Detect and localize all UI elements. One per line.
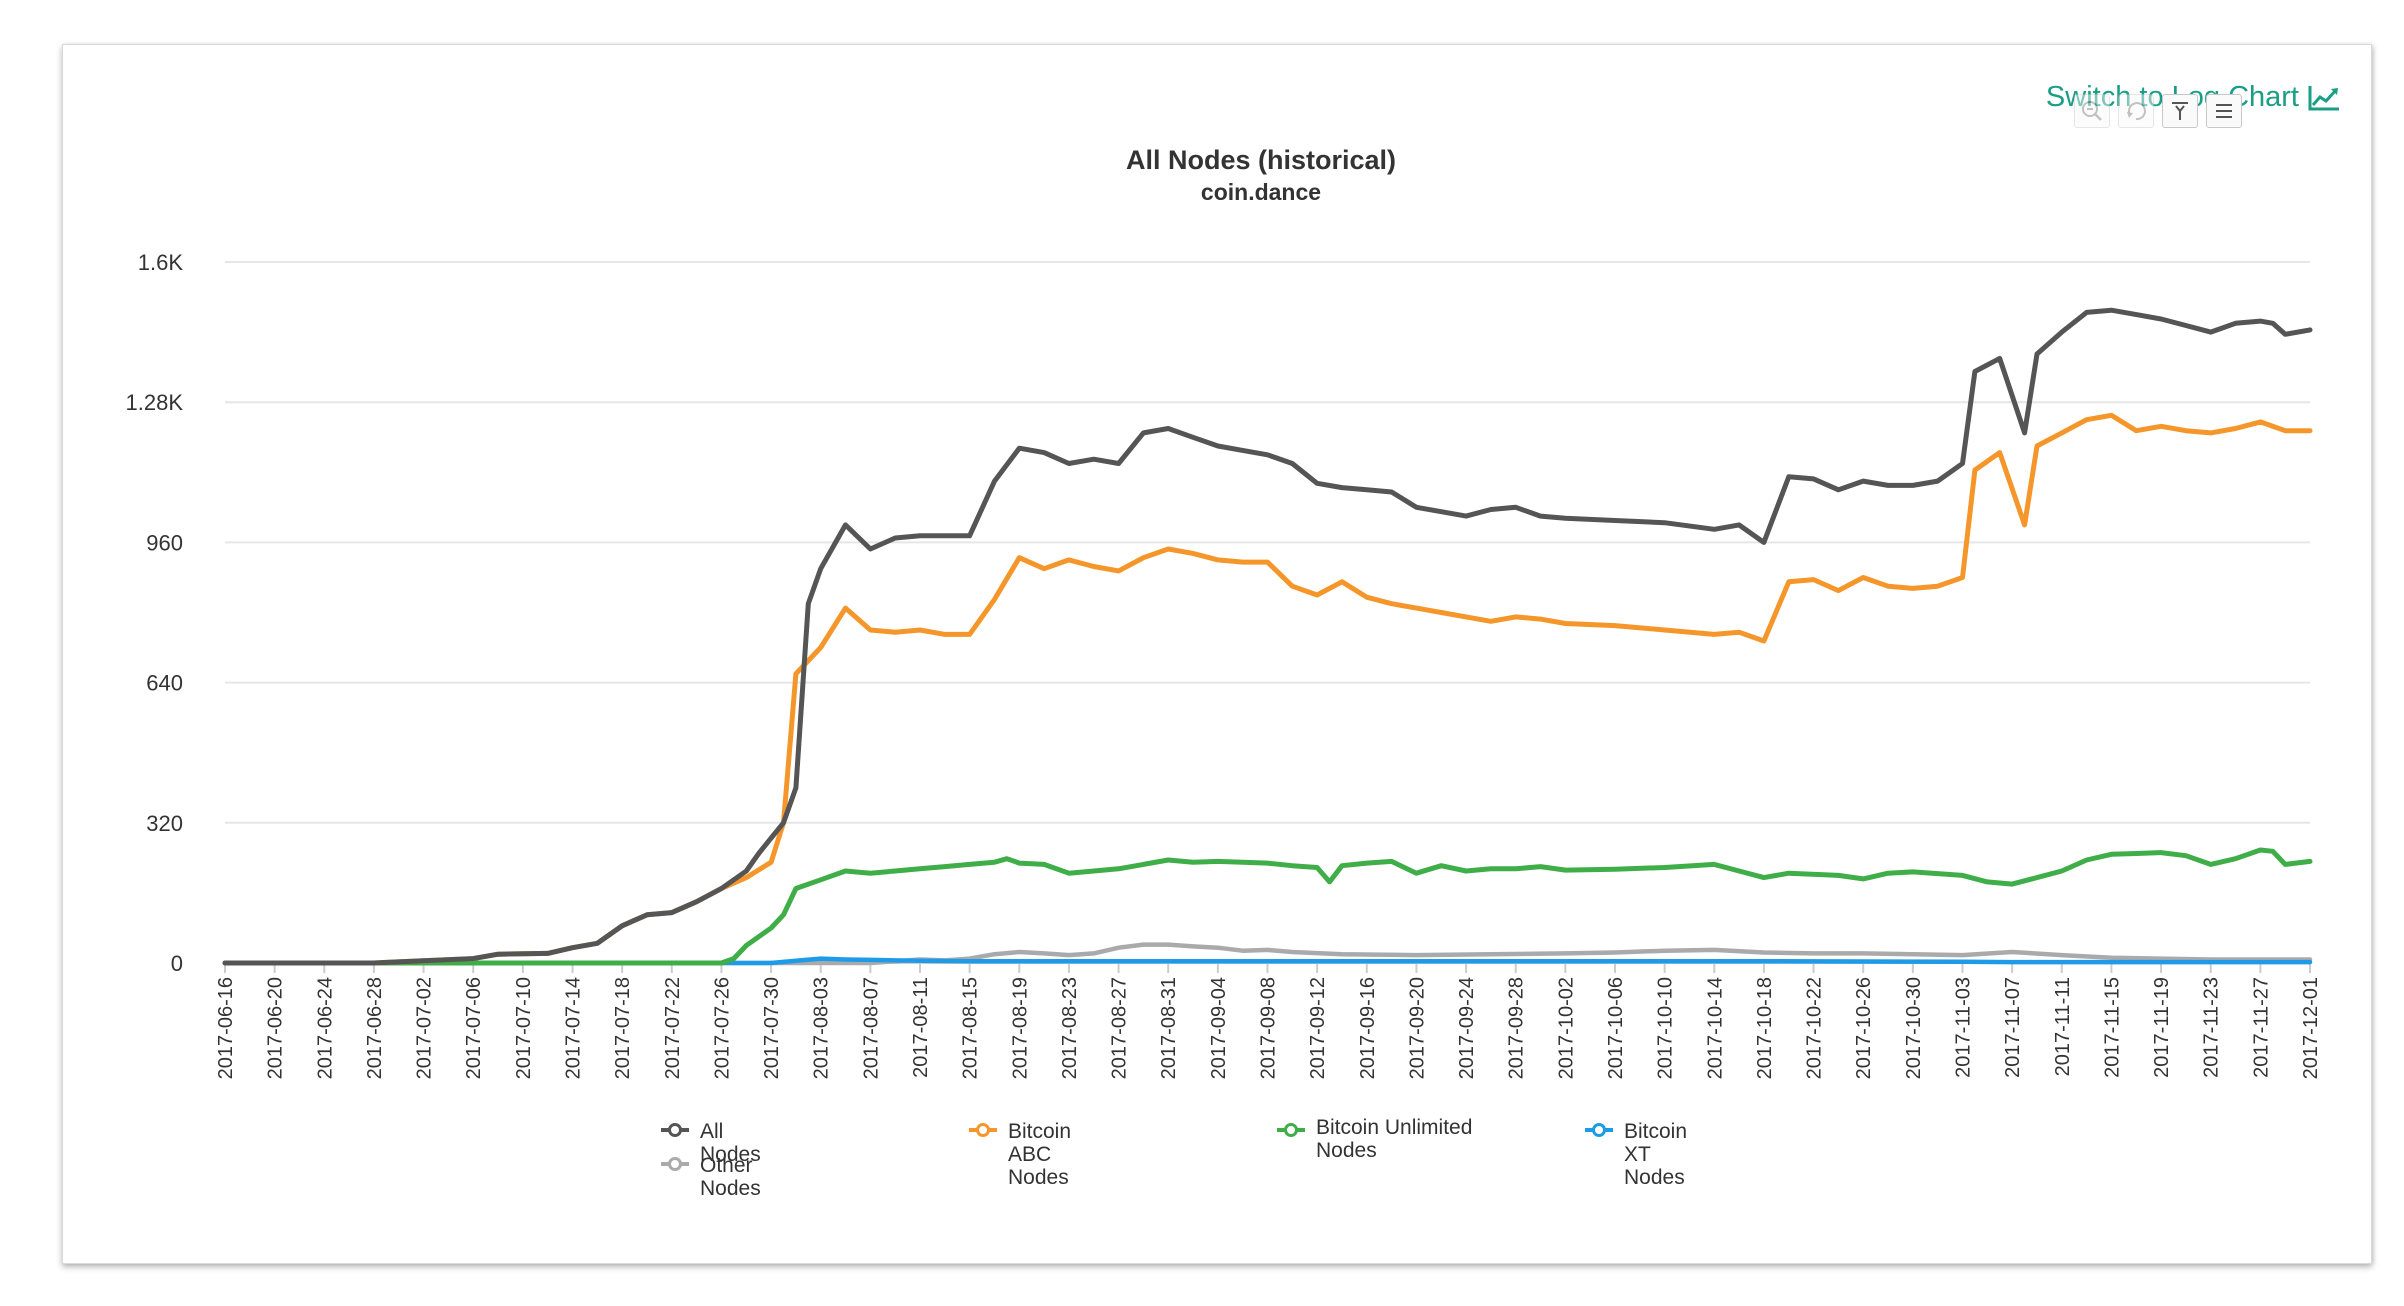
- x-tick-label: 2017-11-03: [1953, 977, 1975, 1078]
- x-tick-label: 2017-11-11: [2052, 977, 2074, 1076]
- x-tick-label: 2017-07-30: [761, 977, 783, 1079]
- legend-item-bitcoin-unlimited-nodes[interactable]: Bitcoin Unlimited Nodes: [1276, 1116, 1491, 1162]
- legend-marker-all-nodes: [661, 1123, 689, 1137]
- legend-label-other-nodes: Other Nodes: [700, 1154, 761, 1200]
- x-tick-label: 2017-10-14: [1704, 977, 1726, 1079]
- y-tick-label: 320: [146, 811, 183, 836]
- pan-button[interactable]: [2162, 94, 2198, 128]
- y-tick-label: 640: [146, 671, 183, 696]
- series-line-bitcoin-unlimited-nodes: [222, 847, 2313, 966]
- grid-lines: [225, 261, 2310, 964]
- x-tick-label: 2017-07-22: [662, 977, 684, 1079]
- x-tick-label: 2017-08-31: [1158, 977, 1180, 1079]
- x-tick-label: 2017-07-14: [563, 977, 585, 1079]
- x-tick-label: 2017-07-26: [711, 977, 733, 1079]
- x-tick-label: 2017-06-24: [314, 977, 336, 1079]
- chart-title: All Nodes (historical): [1126, 145, 1396, 175]
- x-tick-label: 2017-07-06: [463, 977, 485, 1079]
- x-tick-label: 2017-09-04: [1208, 977, 1230, 1079]
- pan-icon: [2172, 102, 2188, 120]
- chart-panel: Switch to Log Chart: [62, 44, 2372, 1264]
- reset-zoom-button[interactable]: [2118, 94, 2154, 128]
- x-tick-label: 2017-09-12: [1307, 977, 1329, 1079]
- x-tick-label: 2017-07-18: [612, 977, 634, 1079]
- x-axis-ticks: 2017-06-16 2017-06-20 2017-06-24 2017-06-28…: [215, 963, 2322, 1079]
- line-chart-icon: [2308, 85, 2339, 110]
- y-axis-ticks: 0 320 640 960 1.28K 1.6K: [126, 250, 184, 976]
- x-tick-label: 2017-10-22: [1804, 977, 1826, 1079]
- x-tick-label: 2017-11-19: [2151, 977, 2173, 1078]
- legend-item-other-nodes[interactable]: Other Nodes: [660, 1154, 761, 1200]
- y-tick-label: 0: [171, 951, 183, 976]
- zoom-button[interactable]: [2074, 94, 2110, 128]
- x-tick-label: 2017-10-02: [1555, 977, 1577, 1079]
- x-tick-label: 2017-11-07: [2002, 977, 2024, 1078]
- menu-icon: [2216, 104, 2232, 118]
- menu-button[interactable]: [2206, 94, 2242, 128]
- series-line-all-nodes: [222, 307, 2313, 966]
- series-line-bitcoin-abc-nodes: [222, 412, 2313, 966]
- x-tick-label: 2017-11-23: [2201, 977, 2223, 1078]
- chart-subtitle: coin.dance: [1201, 179, 1321, 205]
- x-tick-label: 2017-07-10: [513, 977, 535, 1079]
- x-tick-label: 2017-10-06: [1605, 977, 1627, 1079]
- x-tick-label: 2017-08-19: [1009, 977, 1031, 1079]
- x-tick-label: 2017-10-18: [1754, 977, 1776, 1079]
- y-tick-label: 1.6K: [138, 250, 184, 275]
- x-tick-label: 2017-06-20: [265, 977, 287, 1079]
- x-tick-label: 2017-08-07: [860, 977, 882, 1079]
- x-tick-label: 2017-09-08: [1258, 977, 1280, 1079]
- legend-marker-bitcoin-unlimited-nodes: [1277, 1123, 1305, 1137]
- x-tick-label: 2017-11-15: [2101, 977, 2123, 1078]
- x-tick-label: 2017-06-28: [364, 977, 386, 1079]
- x-tick-label: 2017-08-27: [1109, 977, 1131, 1079]
- x-tick-label: 2017-11-27: [2250, 977, 2272, 1078]
- series-line-bitcoin-xt-nodes: [222, 956, 2313, 966]
- legend-item-all-nodes[interactable]: All Nodes: [660, 1120, 761, 1166]
- x-tick-label: 2017-08-23: [1059, 977, 1081, 1079]
- x-tick-label: 2017-08-03: [811, 977, 833, 1079]
- y-tick-label: 960: [146, 530, 183, 555]
- x-tick-label: 2017-08-15: [960, 977, 982, 1079]
- legend-label-bitcoin-xt-nodes: Bitcoin XT Nodes: [1624, 1120, 1688, 1189]
- x-tick-label: 2017-09-20: [1406, 977, 1428, 1079]
- x-tick-label: 2017-10-30: [1903, 977, 1925, 1079]
- reset-zoom-icon: [2127, 102, 2146, 121]
- legend-marker-bitcoin-xt-nodes: [1585, 1123, 1613, 1137]
- legend-item-bitcoin-xt-nodes[interactable]: Bitcoin XT Nodes: [1584, 1120, 1687, 1189]
- legend-label-bitcoin-unlimited-nodes: Bitcoin Unlimited Nodes: [1316, 1116, 1473, 1162]
- y-tick-label: 1.28K: [126, 390, 184, 415]
- legend-item-bitcoin-abc-nodes[interactable]: Bitcoin ABC Nodes: [968, 1120, 1071, 1189]
- legend-label-bitcoin-abc-nodes: Bitcoin ABC Nodes: [1008, 1120, 1072, 1189]
- series-line-other-nodes: [222, 942, 2313, 966]
- series-lines: [222, 307, 2313, 966]
- x-tick-label: 2017-09-24: [1456, 977, 1478, 1079]
- x-tick-label: 2017-06-16: [215, 977, 237, 1079]
- x-tick-label: 2017-12-01: [2300, 977, 2322, 1079]
- legend-label-all-nodes: All Nodes: [700, 1120, 761, 1166]
- chart-toolbar: [2074, 94, 2242, 128]
- x-tick-label: 2017-09-16: [1357, 977, 1379, 1079]
- x-tick-label: 2017-10-10: [1655, 977, 1677, 1079]
- x-tick-label: 2017-10-26: [1853, 977, 1875, 1079]
- x-tick-label: 2017-07-02: [414, 977, 436, 1079]
- legend-marker-bitcoin-abc-nodes: [969, 1123, 997, 1137]
- x-tick-label: 2017-08-11: [910, 977, 932, 1078]
- legend-marker-other-nodes: [661, 1157, 689, 1171]
- zoom-icon: [2082, 101, 2102, 121]
- x-tick-label: 2017-09-28: [1506, 977, 1528, 1079]
